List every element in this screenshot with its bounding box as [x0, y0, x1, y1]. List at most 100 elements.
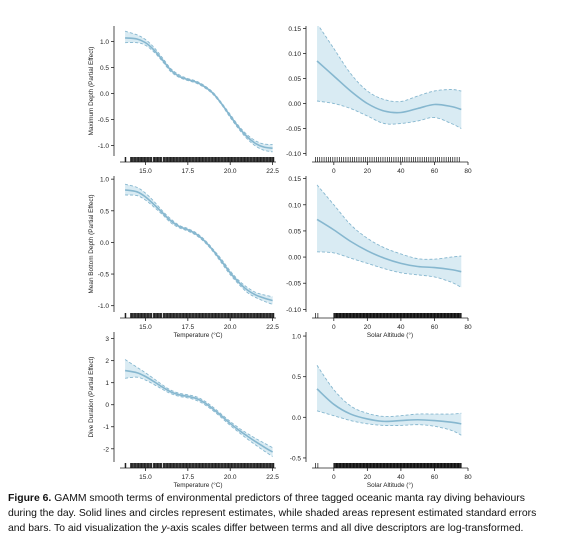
- upper-se-line: [318, 26, 462, 103]
- estimate-line: [316, 388, 462, 425]
- y-tick-label: 2: [105, 358, 109, 365]
- upper-se-line: [124, 30, 273, 146]
- rug-marks: [315, 463, 462, 468]
- plot-area: [124, 30, 273, 153]
- lower-se-line: [125, 376, 273, 457]
- y-tick-label: -0.10: [286, 151, 301, 158]
- y-tick-label: 0.0: [292, 415, 301, 422]
- lower-se-line: [316, 100, 462, 129]
- x-tick-label: 17.5: [181, 168, 194, 175]
- estimate-line: [125, 37, 273, 149]
- y-tick-label: 0.05: [288, 228, 301, 235]
- y-tick-label: 0.10: [288, 51, 301, 58]
- y-tick-label: 1.0: [292, 334, 301, 341]
- x-axis-label: Temperature (°C): [173, 331, 222, 339]
- panel-duration-solar: -0.5 0.0 0.5 1.0 0 20 40 60 80 Solar Altitude (°): [290, 332, 472, 489]
- plot-area: [124, 183, 273, 305]
- y-tick-label: -0.5: [290, 455, 302, 462]
- x-tick-label: 20.0: [224, 474, 237, 481]
- x-tick-label: 20.0: [224, 324, 237, 331]
- x-tick-label: 15.0: [139, 324, 152, 331]
- y-tick-label: -1: [103, 424, 109, 431]
- caption-italic: y: [161, 523, 167, 534]
- panel-duration-temp: -2 -1 0 1 2 3 15.0 17.5 20.0 22.5 Dive Duration (P…: [88, 332, 279, 489]
- x-tick-label: 60: [431, 474, 439, 481]
- x-tick-label: 40: [397, 324, 405, 331]
- y-tick-label: 0.05: [288, 76, 301, 83]
- y-tick-label: -0.05: [286, 126, 301, 133]
- rug-marks: [124, 463, 275, 468]
- caption-text-1: GAMM smooth terms of environmental predi…: [8, 493, 537, 534]
- y-tick-label: 0.0: [100, 240, 109, 247]
- figure-panels: -1.0-0.50.00.51.015.0 17.5 20.0 22.5Maximum…: [88, 26, 472, 489]
- upper-se-line: [316, 365, 462, 418]
- panel-depth-temp: -1.0 -0.5 0.0 0.5 1.0 15.0 17.5 20.0 22.5 Maximum…: [88, 26, 279, 175]
- rug-marks: [124, 313, 275, 318]
- estimate-line: [316, 218, 462, 273]
- plot-area: [316, 365, 462, 436]
- lower-se-line: [317, 251, 462, 288]
- y-tick-label: 0.15: [288, 176, 301, 183]
- y-axis-label: Dive Duration (Partial Effect): [88, 357, 95, 438]
- x-tick-label: 22.5: [266, 474, 279, 481]
- y-tick-label: 0.00: [288, 101, 301, 108]
- plot-area: [316, 26, 462, 129]
- y-tick-label: 3: [105, 336, 109, 343]
- y-tick-label: -2: [103, 446, 109, 453]
- x-tick-label: 20.0: [224, 168, 237, 175]
- estimate-line: [124, 189, 273, 302]
- estimate-line: [316, 60, 462, 114]
- y-tick-label: 0.10: [288, 202, 301, 209]
- y-tick-label: -1.0: [98, 143, 110, 150]
- x-tick-label: 80: [464, 474, 472, 481]
- y-tick-label: -0.05: [286, 281, 301, 288]
- panel-depth-solar: -0.10 -0.05 0.00 0.05 0.10 0.15 0 20 40 60 80: [286, 26, 472, 175]
- y-tick-label: 1.0: [100, 39, 109, 46]
- y-tick-label: 1: [105, 380, 109, 387]
- x-tick-label: 22.5: [266, 168, 279, 175]
- panel-bottom-temp: -1.0 -0.5 0.0 0.5 1.0 15.0 17.5 20.0 22.5 Mean Bo…: [88, 176, 279, 339]
- x-tick-label: 22.5: [266, 324, 279, 331]
- x-tick-label: 80: [464, 324, 472, 331]
- y-tick-label: 0.5: [292, 374, 301, 381]
- x-tick-label: 60: [431, 168, 439, 175]
- figure-caption: Figure 6. GAMM smooth terms of environme…: [8, 491, 556, 536]
- lower-se-line: [316, 410, 462, 436]
- se-band: [317, 184, 462, 288]
- y-tick-label: -1.0: [98, 303, 110, 310]
- se-band: [317, 365, 462, 436]
- y-tick-label: 0.15: [288, 26, 301, 33]
- se-band: [317, 26, 462, 129]
- y-tick-label: 0: [105, 402, 109, 409]
- lower-se-line: [125, 194, 273, 305]
- se-band: [125, 31, 273, 152]
- x-tick-label: 0: [332, 168, 336, 175]
- y-tick-label: -0.10: [286, 307, 301, 314]
- x-tick-label: 0: [332, 474, 336, 481]
- y-axis-label: Mean Bottom Depth (Partial Effect): [88, 195, 95, 294]
- y-tick-label: -0.5: [98, 272, 110, 279]
- x-axis-label: Solar Altitude (°): [367, 481, 413, 489]
- x-axis-label: Temperature (°C): [173, 481, 222, 489]
- x-tick-label: 17.5: [181, 474, 194, 481]
- y-tick-label: 0.5: [100, 65, 109, 72]
- rug-marks: [124, 157, 275, 162]
- estimate-line: [124, 369, 274, 453]
- y-tick-label: 0.5: [100, 208, 109, 215]
- x-tick-label: 0: [332, 324, 336, 331]
- x-tick-label: 15.0: [139, 168, 152, 175]
- x-tick-label: 60: [431, 324, 439, 331]
- rug-marks: [315, 313, 462, 318]
- x-tick-label: 40: [397, 474, 405, 481]
- lower-se-line: [125, 42, 273, 153]
- y-axis-label: Maximum Depth (Partial Effect): [88, 47, 95, 136]
- y-tick-label: 1.0: [100, 177, 109, 184]
- x-tick-label: 20: [364, 168, 372, 175]
- upper-se-line: [316, 184, 462, 260]
- panel-bottom-solar: -0.10 -0.05 0.00 0.05 0.10 0.15 0 20 40 60 80 Solar…: [286, 176, 472, 339]
- x-axis-label: Solar Altitude (°): [367, 331, 413, 339]
- se-band: [125, 184, 273, 305]
- caption-text-2: -axis scales differ between terms and al…: [166, 523, 524, 534]
- x-tick-label: 17.5: [181, 324, 194, 331]
- y-tick-label: 0.00: [288, 255, 301, 262]
